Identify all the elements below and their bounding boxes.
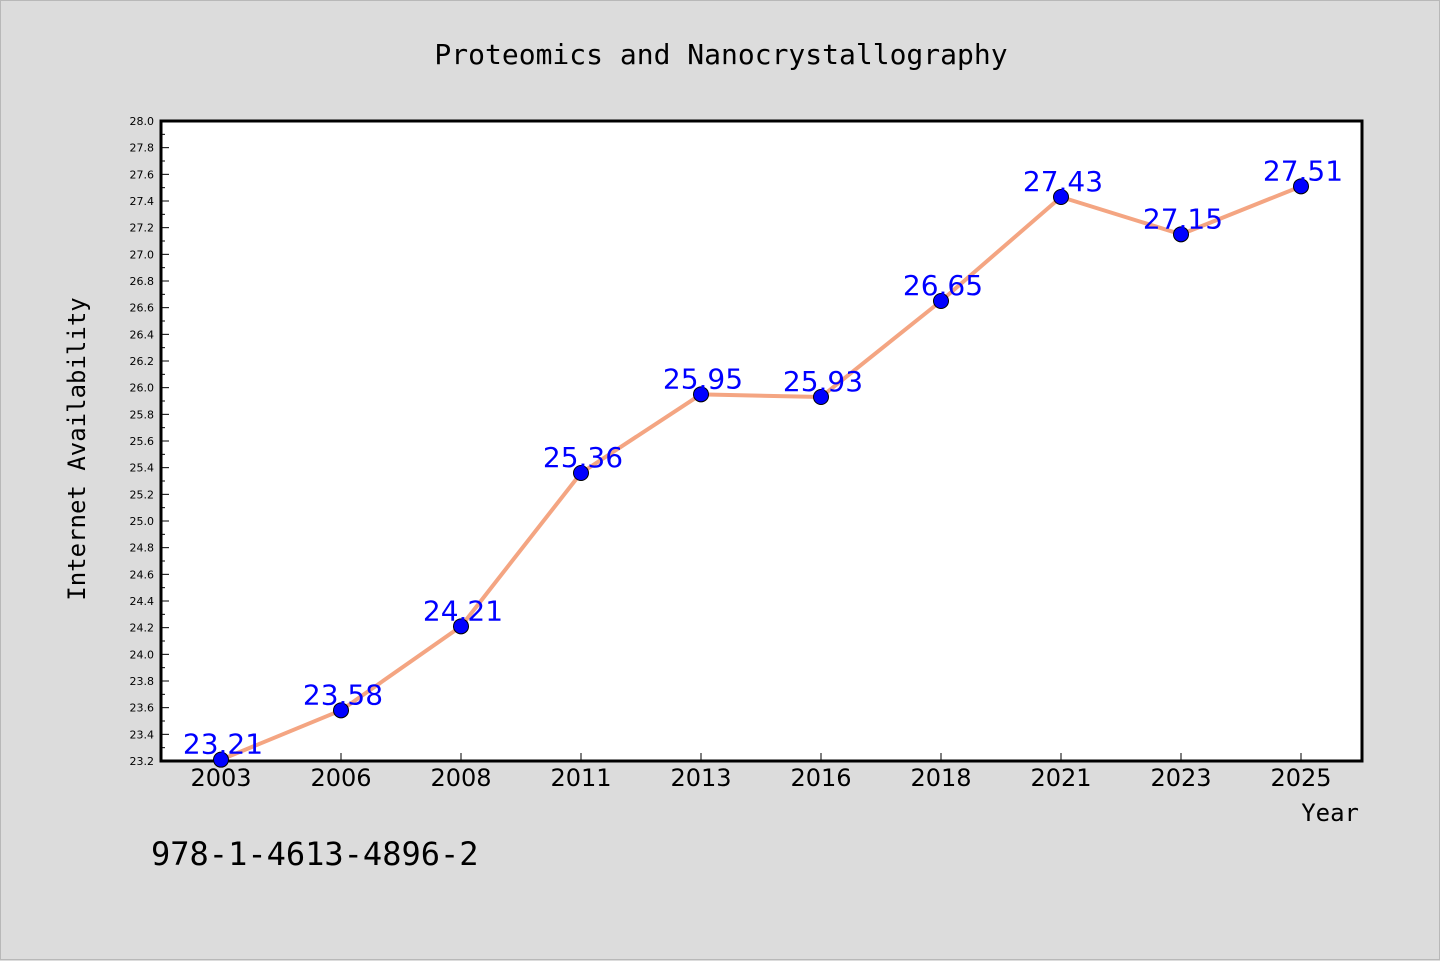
y-tick-label: 27.0	[130, 248, 155, 261]
x-tick-label: 2016	[790, 764, 851, 792]
data-labels-group: 23.21 23.58 24.21 25.36 25.95 25.93 26.65 27.43…	[183, 154, 1343, 760]
y-tick-label: 27.8	[130, 142, 155, 155]
y-tick-label: 23.8	[130, 675, 155, 688]
y-axis-label: Internet Availability	[63, 297, 91, 600]
data-point-marker	[1173, 226, 1189, 243]
y-tick-label: 27.6	[130, 168, 155, 181]
data-label: 25.95	[663, 362, 743, 395]
y-tick-label: 25.6	[130, 435, 155, 448]
y-tick-label: 23.6	[130, 702, 155, 715]
data-point-marker	[1293, 178, 1309, 195]
data-point-marker	[453, 618, 469, 635]
y-tick-label: 24.2	[130, 622, 155, 635]
data-point-marker	[573, 465, 589, 481]
y-tick-label: 26.2	[130, 355, 155, 368]
y-tick-label: 27.2	[130, 222, 155, 235]
y-tick-label: 24.0	[130, 648, 155, 661]
y-tick-label: 24.6	[130, 568, 155, 581]
y-tick-label: 25.8	[130, 408, 155, 421]
data-point-marker	[813, 389, 829, 405]
data-label: 23.21	[183, 728, 263, 761]
data-point-marker	[333, 702, 349, 719]
data-label: 25.93	[783, 365, 863, 398]
x-tick-label: 2011	[550, 764, 611, 792]
data-label: 24.21	[423, 594, 503, 627]
x-tick-label: 2008	[430, 764, 491, 792]
y-tick-label: 28.0	[130, 115, 155, 128]
x-axis-label: Year	[1301, 799, 1359, 827]
series-line-group	[220, 184, 1302, 762]
data-point-marker	[693, 386, 709, 403]
y-tick-label: 26.0	[130, 382, 155, 395]
y-tick-label: 25.4	[130, 462, 155, 475]
data-point-marker	[213, 751, 229, 768]
x-tick-label: 2018	[910, 764, 971, 792]
data-label: 27.51	[1263, 154, 1343, 187]
y-axis: 23.2 23.4 23.6 23.8 24.0 24.2 24.4 24.6 24.8 25.0…	[130, 115, 169, 768]
x-axis: 2003 2006 2008 2011 2013 2016 2018 2021 2023 2025	[190, 753, 1332, 792]
x-tick-label: 2021	[1030, 764, 1091, 792]
y-tick-label: 23.2	[130, 755, 155, 768]
data-label: 26.65	[903, 269, 983, 302]
y-tick-label: 25.0	[130, 515, 155, 528]
markers-group	[213, 178, 1309, 768]
x-tick-label: 2006	[310, 764, 371, 792]
series-line	[220, 184, 1302, 762]
data-label: 23.58	[303, 678, 383, 711]
data-label: 25.36	[543, 441, 623, 474]
data-label: 27.43	[1023, 165, 1103, 198]
x-tick-label: 2003	[190, 764, 251, 792]
y-tick-label: 26.8	[130, 275, 155, 288]
y-tick-label: 23.4	[130, 728, 155, 741]
x-tick-label: 2025	[1270, 764, 1331, 792]
y-tick-label: 24.8	[130, 542, 155, 555]
y-tick-label: 26.6	[130, 302, 155, 315]
footer-note: 978-1-4613-4896-2	[151, 835, 479, 873]
y-tick-label: 24.4	[130, 595, 155, 608]
y-tick-label: 27.4	[130, 195, 155, 208]
data-point-marker	[1053, 189, 1069, 205]
data-label: 27.15	[1143, 202, 1223, 235]
x-tick-label: 2023	[1150, 764, 1211, 792]
y-tick-label: 25.2	[130, 488, 155, 501]
y-tick-label: 26.4	[130, 328, 155, 341]
data-point-marker	[933, 293, 949, 309]
chart-title: Proteomics and Nanocrystallography	[434, 38, 1007, 71]
x-tick-label: 2013	[670, 764, 731, 792]
